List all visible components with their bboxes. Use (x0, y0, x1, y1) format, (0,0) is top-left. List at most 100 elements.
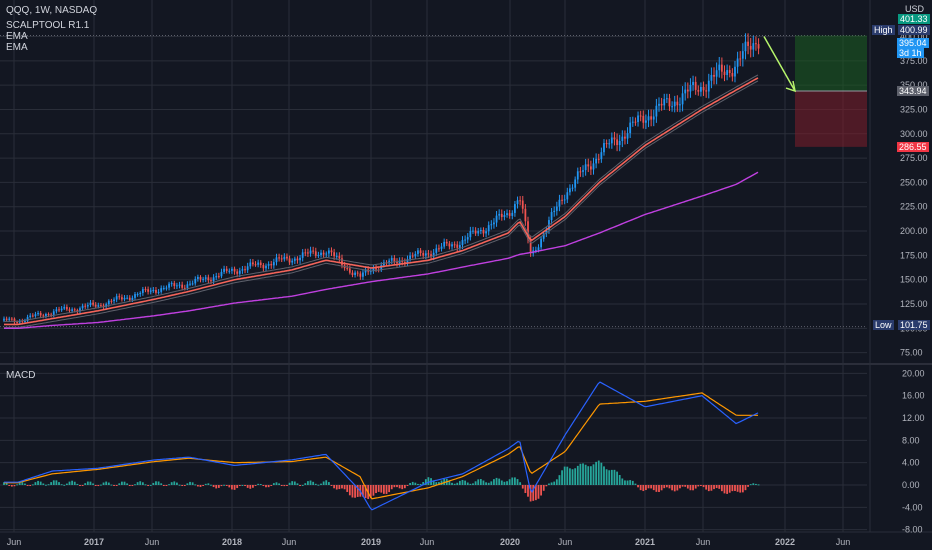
macd-histogram-bar (217, 485, 220, 488)
macd-histogram-bar (726, 485, 729, 494)
candle-body (550, 212, 553, 221)
macd-histogram-bar (152, 482, 155, 485)
macd-histogram-bar (231, 485, 233, 490)
candle-body (540, 238, 542, 248)
macd-histogram-bar (734, 485, 736, 491)
candle-body (152, 289, 155, 291)
candle-body (411, 255, 414, 257)
macd-histogram-group (3, 460, 760, 502)
currency-label[interactable]: USD (905, 4, 925, 14)
macd-histogram-bar (364, 485, 367, 498)
macd-histogram-bar (123, 481, 126, 485)
price-tick-label: 375.00 (900, 56, 928, 66)
macd-histogram-bar (155, 481, 157, 485)
symbol-title[interactable]: QQQ, 1W, NASDAQ (6, 5, 98, 16)
candle-body (624, 136, 626, 139)
macd-histogram-bar (613, 469, 616, 485)
indicator-ema-label-2[interactable]: EMA (6, 42, 28, 53)
candle-body (126, 297, 129, 299)
indicator-scalptool-label[interactable]: SCALPTOOL R1.1 (6, 20, 90, 31)
candle-body (655, 105, 658, 117)
candle-body (199, 277, 202, 280)
macd-histogram-bar (472, 483, 474, 485)
candle-body (141, 289, 144, 293)
candle-body (147, 289, 149, 292)
macd-pane-label[interactable]: MACD (6, 370, 36, 381)
macd-histogram-bar (713, 485, 715, 490)
price-tick-label: 225.00 (900, 202, 928, 212)
candle-body (637, 115, 639, 123)
macd-histogram-bar (545, 485, 548, 487)
candle-body (479, 229, 482, 232)
macd-histogram-bar (414, 482, 417, 485)
projection-arrow (763, 36, 796, 92)
macd-histogram-bar (723, 485, 726, 494)
candle-body (134, 294, 136, 298)
macd-histogram-bar (624, 480, 626, 485)
macd-histogram-bar (479, 479, 482, 485)
macd-histogram-bar (747, 485, 749, 487)
macd-histogram-bar (681, 485, 684, 487)
candle-body (388, 260, 391, 264)
macd-histogram-bar (322, 481, 325, 485)
candle-body (186, 284, 189, 289)
candle-body (618, 140, 621, 146)
macd-histogram-bar (728, 485, 731, 493)
macd-histogram-bar (375, 485, 377, 494)
candle-body (267, 263, 270, 266)
candle-body (241, 269, 244, 271)
macd-histogram-bar (181, 485, 184, 486)
macd-histogram-bar (576, 465, 579, 485)
candle-body (419, 250, 422, 254)
macd-histogram-bar (516, 479, 519, 485)
macd-histogram-bar (597, 460, 600, 485)
macd-histogram-bar (686, 485, 689, 489)
macd-histogram-bar (665, 485, 668, 488)
indicator-ema-label-1[interactable]: EMA (6, 31, 28, 42)
macd-histogram-bar (757, 484, 760, 486)
macd-histogram-bar (5, 483, 8, 485)
candle-body (694, 81, 697, 90)
candle-body (534, 250, 537, 252)
macd-histogram-bar (338, 485, 341, 490)
macd-histogram-bar (618, 474, 621, 485)
macd-histogram-bar (210, 484, 212, 486)
macd-histogram-bar (139, 481, 142, 485)
macd-histogram-bar (45, 484, 47, 486)
macd-histogram-bar (739, 485, 742, 493)
candle-body (482, 229, 485, 234)
macd-histogram-bar (63, 484, 66, 486)
macd-histogram-bar (267, 485, 270, 488)
macd-histogram-bar (579, 463, 582, 485)
candle-body (673, 101, 676, 107)
candle-body (605, 143, 608, 145)
candle-body (684, 89, 687, 94)
candle-body (278, 257, 280, 259)
candle-body (537, 247, 540, 251)
candle-body (86, 305, 89, 307)
macd-histogram-bar (194, 484, 197, 486)
candle-body (597, 158, 600, 160)
price-tick-label: 200.00 (900, 226, 928, 236)
macd-histogram-bar (37, 480, 39, 485)
macd-histogram-bar (265, 485, 267, 488)
macd-histogram-bar (448, 480, 451, 485)
macd-histogram-bar (574, 468, 577, 485)
candle-body (435, 248, 438, 253)
macd-tick-label: 8.00 (902, 435, 920, 445)
macd-histogram-bar (136, 482, 139, 485)
macd-histogram-bar (403, 485, 406, 489)
candle-body (445, 241, 448, 244)
macd-tick-label: 16.00 (902, 391, 925, 401)
candle-body (448, 243, 451, 247)
macd-histogram-bar (668, 485, 671, 489)
candle-body (553, 210, 556, 213)
macd-histogram-bar (288, 482, 291, 485)
last-price-tag: 395.04 (897, 38, 929, 48)
macd-histogram-bar (631, 480, 634, 485)
macd-histogram-bar (191, 482, 194, 485)
candle-body (456, 244, 459, 248)
candle-body (10, 318, 13, 320)
macd-histogram-bar (440, 480, 443, 485)
